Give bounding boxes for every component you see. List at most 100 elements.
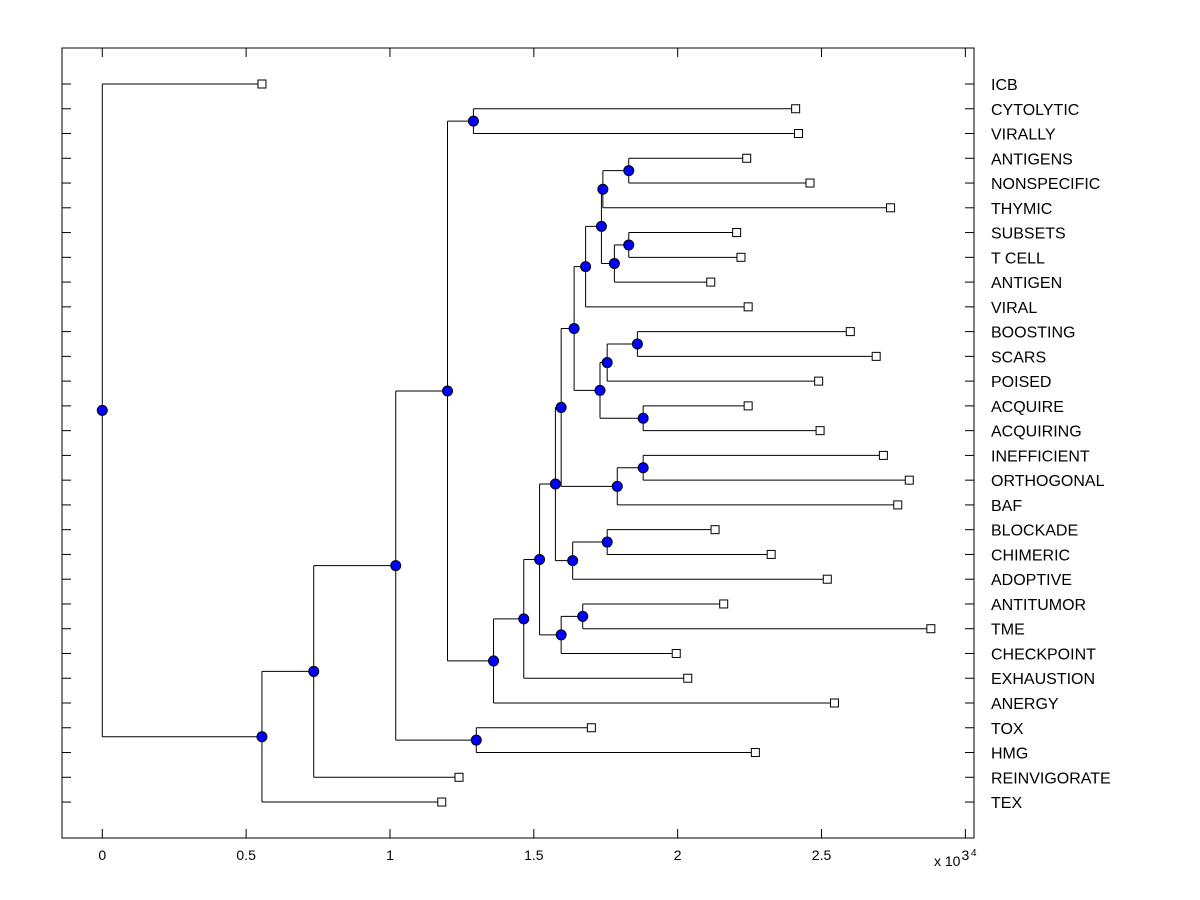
leaf-marker <box>904 475 914 485</box>
x-tick-label: 2 <box>674 847 682 863</box>
leaf-label: ANERGY <box>991 696 1059 713</box>
leaf-marker <box>437 797 447 807</box>
merge-node <box>567 555 579 567</box>
x-tick-label: 2.5 <box>812 847 832 863</box>
leaf-label: NONSPECIFIC <box>991 176 1100 193</box>
merge-node <box>577 610 589 622</box>
leaf-marker <box>871 351 881 361</box>
x-tick-label: 0.5 <box>236 847 256 863</box>
x-tick-labels: 0 0.5 1 1.5 2 2.5 3 <box>98 847 969 863</box>
leaf-marker <box>743 401 753 411</box>
leaf-marker <box>814 376 824 386</box>
leaf-label: CHECKPOINT <box>991 646 1096 663</box>
x-tick-label: 1 <box>386 847 394 863</box>
merge-node <box>623 165 635 177</box>
merge-node <box>637 462 649 474</box>
merge-node <box>470 734 482 746</box>
merge-node <box>467 115 479 127</box>
leaf-marker <box>257 79 267 89</box>
leaf-label: T CELL <box>991 250 1045 267</box>
leaf-label: REINVIGORATE <box>991 770 1111 787</box>
x-multiplier-exponent: 4 <box>971 848 977 859</box>
leaf-label: TME <box>991 622 1025 639</box>
merge-node <box>488 655 500 667</box>
leaf-label: ICB <box>991 77 1018 94</box>
leaf-label: BAF <box>991 498 1022 515</box>
leaf-marker <box>805 178 815 188</box>
leaf-marker <box>742 153 752 163</box>
merge-node <box>631 338 643 350</box>
merge-node <box>555 629 567 641</box>
leaf-marker <box>710 525 720 535</box>
leaf-marker <box>750 748 760 758</box>
merge-node <box>568 323 580 335</box>
leaf-label: SCARS <box>991 349 1046 366</box>
leaf-marker <box>878 450 888 460</box>
leaf-marker <box>822 574 832 584</box>
leaf-label: VIRAL <box>991 300 1037 317</box>
leaf-label: INEFFICIENT <box>991 448 1090 465</box>
merge-node <box>555 401 567 413</box>
merge-node <box>595 220 607 232</box>
merge-node <box>608 258 620 270</box>
leaf-label: ANTIGEN <box>991 275 1062 292</box>
merge-node <box>96 404 108 416</box>
merge-node <box>256 731 268 743</box>
merge-node <box>594 384 606 396</box>
x-multiplier-label: x 10 <box>934 853 961 869</box>
leaf-label: EXHAUSTION <box>991 671 1095 688</box>
leaf-marker <box>815 426 825 436</box>
leaf-marker <box>706 277 716 287</box>
leaf-label: CYTOLYTIC <box>991 102 1079 119</box>
merge-nodes <box>96 115 649 746</box>
x-tick-label: 3 <box>961 847 969 863</box>
leaf-label: ANTIGENS <box>991 151 1073 168</box>
merge-node <box>601 357 613 369</box>
leaf-label: TEX <box>991 795 1022 812</box>
merge-node <box>534 553 546 565</box>
leaf-marker <box>893 500 903 510</box>
leaf-label: ORTHOGONAL <box>991 473 1105 490</box>
leaf-marker <box>926 624 936 634</box>
merge-node <box>580 261 592 273</box>
leaf-label: BLOCKADE <box>991 523 1078 540</box>
leaf-label: VIRALLY <box>991 127 1056 144</box>
merge-node <box>518 613 530 625</box>
leaf-marker <box>791 104 801 114</box>
leaf-marker <box>845 327 855 337</box>
leaf-label: ADOPTIVE <box>991 572 1072 589</box>
leaf-marker <box>671 648 681 658</box>
leaf-marker <box>683 673 693 683</box>
leaf-label: HMG <box>991 746 1028 763</box>
x-tick-label: 1.5 <box>524 847 544 863</box>
axis-ticks <box>62 48 974 838</box>
merge-node <box>442 385 454 397</box>
leaf-label: ACQUIRE <box>991 399 1064 416</box>
leaf-label: ACQUIRING <box>991 424 1082 441</box>
plot-frame <box>61 47 975 839</box>
merge-node <box>549 478 561 490</box>
leaf-labels: ICB CYTOLYTIC VIRALLY ANTIGENS NONSPECIFIC TH… <box>991 77 1111 812</box>
leaf-marker <box>766 549 776 559</box>
x-tick-label: 0 <box>98 847 106 863</box>
leaf-label: BOOSTING <box>991 325 1075 342</box>
merge-node <box>623 239 635 251</box>
leaf-marker <box>886 203 896 213</box>
leaf-marker <box>719 599 729 609</box>
leaf-marker <box>794 129 804 139</box>
merge-node <box>308 665 320 677</box>
merge-node <box>637 412 649 424</box>
leaf-markers <box>257 79 936 807</box>
merge-node <box>601 536 613 548</box>
leaf-label: THYMIC <box>991 201 1052 218</box>
merge-node <box>597 183 609 195</box>
leaf-label: POISED <box>991 374 1051 391</box>
leaf-marker <box>829 698 839 708</box>
leaf-marker <box>586 723 596 733</box>
leaf-label: TOX <box>991 721 1024 738</box>
leaf-marker <box>732 228 742 238</box>
leaf-marker <box>736 252 746 262</box>
leaf-label: CHIMERIC <box>991 547 1070 564</box>
merge-node <box>390 560 402 572</box>
